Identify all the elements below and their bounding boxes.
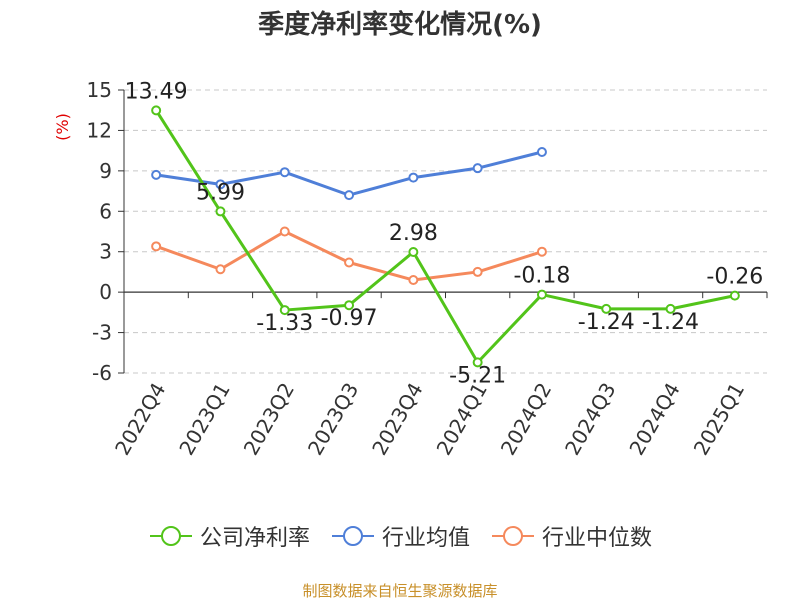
x-tick-label: 2024Q2	[496, 379, 556, 460]
data-point	[279, 167, 290, 178]
data-label: -1.33	[256, 311, 313, 336]
legend-marker-icon	[492, 526, 534, 546]
x-tick-label: 2025Q1	[689, 379, 749, 460]
data-point	[215, 264, 226, 275]
source-footer: 制图数据来自恒生聚源数据库	[302, 582, 498, 600]
data-label: -1.24	[578, 310, 635, 335]
data-point	[536, 246, 547, 257]
y-tick-label: 6	[99, 199, 112, 223]
data-point	[279, 305, 290, 316]
data-point	[408, 275, 419, 286]
y-tick-label: 0	[99, 280, 112, 304]
legend-item[interactable]: 行业中位数	[490, 520, 652, 552]
axes: -6 -3 0 3 6 9 12 15 2022Q4 2023Q1 2023Q2 2023Q3 2023…	[87, 78, 768, 460]
y-tick-label: 9	[99, 159, 112, 183]
x-tick-label: 2024Q1	[432, 379, 492, 460]
data-point	[472, 163, 483, 174]
data-point	[344, 190, 355, 201]
legend-item[interactable]: 行业均值	[330, 520, 470, 552]
data-point	[665, 303, 676, 314]
data-point	[472, 357, 483, 368]
data-point	[151, 169, 162, 180]
data-label: -0.97	[321, 306, 378, 331]
x-tick-label: 2023Q2	[239, 379, 299, 460]
data-point	[215, 206, 226, 217]
data-label: 5.99	[196, 180, 245, 205]
series-line	[155, 230, 543, 282]
x-tick-label: 2024Q4	[624, 379, 684, 460]
data-label: -0.18	[513, 264, 570, 289]
x-tick-label: 2023Q3	[303, 379, 363, 460]
data-point	[408, 246, 419, 257]
x-tick-label: 2023Q4	[367, 379, 427, 460]
data-label: 2.98	[389, 221, 438, 246]
data-point	[472, 266, 483, 277]
data-point	[729, 290, 740, 301]
y-tick-label: 12	[87, 118, 112, 142]
data-point	[536, 289, 547, 300]
y-axis-unit-label: (%)	[53, 113, 72, 141]
data-point	[601, 303, 612, 314]
legend-marker-icon	[331, 526, 374, 546]
data-label: 13.49	[125, 79, 188, 104]
data-label: -0.26	[706, 265, 763, 290]
data-point	[151, 241, 162, 252]
x-tick-label: 2022Q4	[110, 379, 170, 460]
legend: 公司净利率 行业均值 行业中位数	[0, 521, 800, 551]
y-tick-label: 3	[99, 240, 112, 264]
data-point	[279, 226, 290, 237]
data-point	[151, 105, 162, 116]
data-point	[536, 146, 547, 157]
data-labels: 13.49 5.99 -1.33 -0.97 2.98 -5.21 -0.18 -1.24 -1…	[125, 79, 764, 388]
series-lines	[151, 105, 740, 368]
legend-label: 行业均值	[381, 526, 470, 551]
data-point	[215, 179, 226, 190]
data-point	[408, 172, 419, 183]
legend-label: 公司净利率	[199, 526, 310, 551]
grid-lines	[124, 89, 767, 374]
legend-item[interactable]: 公司净利率	[148, 520, 310, 552]
data-point	[344, 300, 355, 311]
y-tick-label: -3	[92, 321, 112, 345]
series-line	[154, 109, 736, 364]
x-tick-label: 2024Q3	[560, 379, 620, 460]
legend-marker-icon	[149, 526, 192, 546]
y-tick-label: -6	[92, 361, 112, 385]
legend-label: 行业中位数	[542, 526, 653, 551]
y-tick-label: 15	[87, 78, 112, 102]
data-point	[344, 257, 355, 268]
chart-title: 季度净利率变化情况(%)	[258, 9, 542, 40]
x-tick-label: 2023Q1	[174, 379, 234, 460]
data-label: -1.24	[642, 310, 699, 335]
data-label: -5.21	[449, 363, 506, 388]
